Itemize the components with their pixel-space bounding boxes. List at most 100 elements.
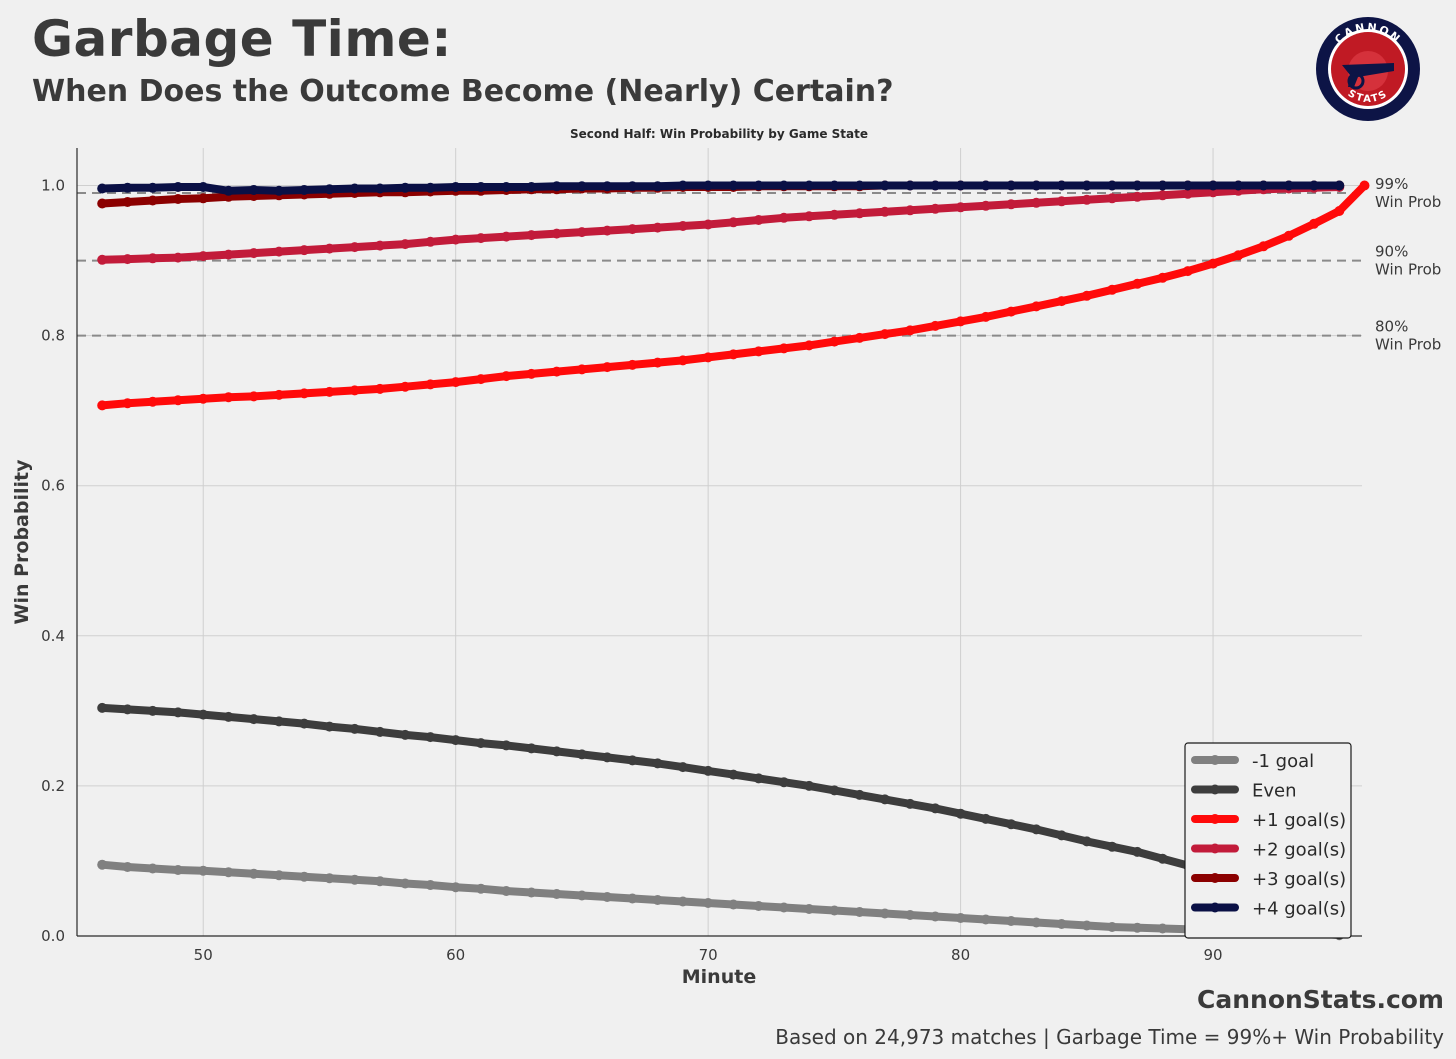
data-point [804,211,815,222]
data-point [122,197,133,207]
data-point [652,758,663,769]
data-point [551,889,562,899]
data-point [526,182,537,192]
data-point [576,749,587,760]
data-point [450,377,461,388]
data-point [122,398,133,409]
data-point [248,868,259,879]
data-point [1283,230,1294,241]
data-point [1107,193,1118,204]
data-point [879,206,890,217]
data-point [854,789,865,800]
data-point [804,180,815,191]
data-point [551,228,562,239]
legend-label: -1 goal [1252,751,1314,772]
data-point [97,198,108,209]
data-point [147,863,158,874]
data-point [198,865,209,876]
data-point [728,349,739,360]
data-point [299,718,310,729]
data-point [753,180,764,191]
data-point [425,880,436,890]
data-point [501,740,512,751]
data-point [930,203,941,214]
cannon-icon [1342,63,1394,87]
data-point [551,366,562,377]
data-point [854,180,865,191]
data-point [299,388,310,399]
data-point [400,182,411,193]
data-point [778,902,789,913]
data-point [274,389,284,400]
data-point [425,182,436,193]
data-point [627,755,638,766]
data-point [703,352,714,363]
data-point [1081,194,1092,205]
data-point [324,873,335,884]
data-point [324,386,335,397]
data-point [879,180,890,191]
data-point [526,887,537,898]
data-point [324,184,335,195]
y-tick-label: 0.4 [41,627,65,645]
data-point [1006,180,1017,191]
data-point [526,230,537,241]
page-subtitle: When Does the Outcome Become (Nearly) Ce… [32,74,894,109]
data-point [778,777,789,788]
series-1 [97,859,1345,941]
data-point [980,180,991,191]
data-point [1031,301,1042,312]
data-point [122,254,133,265]
data-point [475,883,486,894]
data-point [400,381,411,392]
legend-swatch-marker [1210,814,1220,824]
data-point [1132,278,1143,289]
data-point [728,217,739,228]
data-point [1233,250,1244,261]
data-point [501,886,512,896]
data-point [804,340,815,351]
data-point [450,182,461,192]
data-point [400,878,411,889]
data-point [1006,199,1017,210]
data-point [223,867,234,878]
data-point [778,343,789,354]
data-point [501,231,512,242]
data-point [1056,830,1067,841]
legend-swatch-marker [1210,873,1220,883]
data-point [1309,180,1319,191]
data-point [374,876,385,887]
data-point [627,181,638,192]
data-point [1208,258,1219,269]
data-point [349,242,360,253]
data-point [324,721,335,732]
reference-label-text: Win Prob [1375,193,1441,211]
data-point [854,332,865,343]
data-point [1107,284,1118,295]
data-point [425,236,436,247]
data-point [147,253,158,264]
data-point [1309,218,1319,229]
data-point [1006,819,1017,830]
x-tick-label: 80 [951,946,970,964]
data-point [475,182,486,192]
data-point [1283,180,1294,191]
data-point [450,882,461,893]
legend-label: +2 goal(s) [1252,840,1346,861]
series-3 [97,180,1370,411]
cannonstats-logo: CANNON STATS [1316,17,1420,121]
data-point [879,794,890,805]
data-point [955,202,966,213]
data-point [400,729,411,740]
data-point [1081,180,1092,191]
series-line [98,860,1344,940]
data-point [1056,180,1067,191]
reference-label-pct: 80% [1375,318,1408,336]
data-point [1031,917,1042,928]
data-point [1157,180,1168,191]
data-point [1359,180,1370,191]
data-point [1258,241,1269,252]
data-point [374,383,385,394]
data-point [602,181,613,192]
data-point [147,195,158,206]
